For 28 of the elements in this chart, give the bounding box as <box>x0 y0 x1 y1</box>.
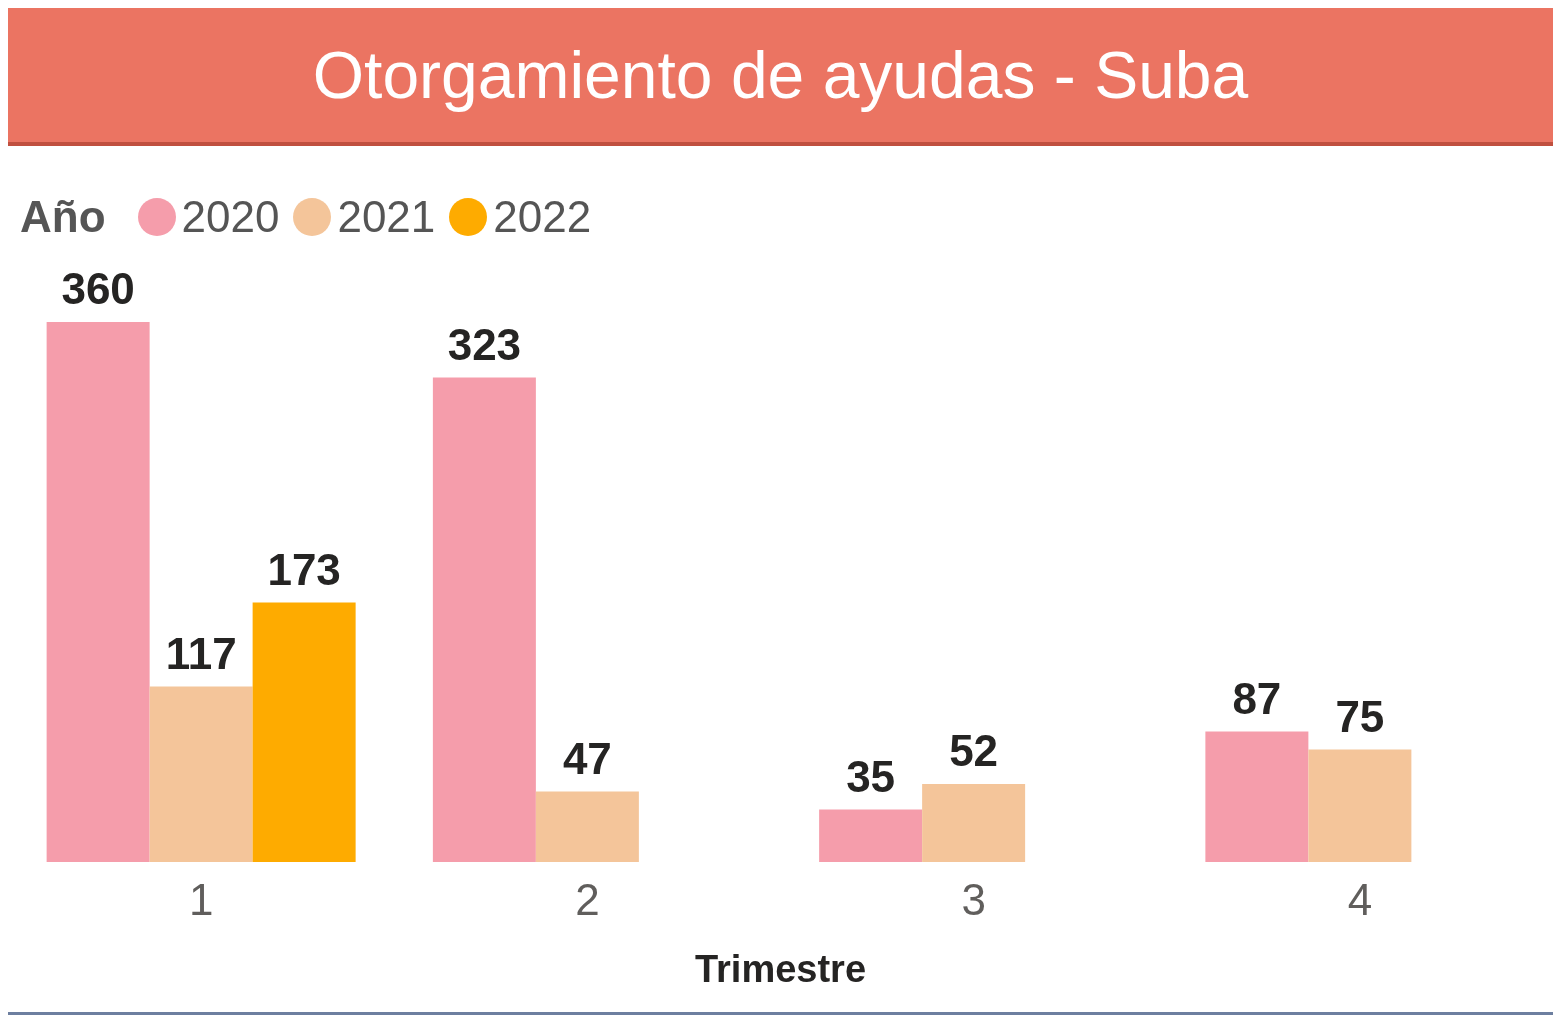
data-label: 35 <box>846 751 896 801</box>
data-label: 52 <box>949 726 999 775</box>
legend-label: 2020 <box>180 192 280 242</box>
data-label: 87 <box>1232 673 1282 723</box>
bar <box>432 377 536 862</box>
bar <box>1308 749 1412 862</box>
bar <box>252 602 356 862</box>
x-tick-label: 1 <box>188 875 214 925</box>
bar <box>149 686 253 862</box>
data-label: 360 <box>61 264 135 313</box>
bar <box>922 784 1026 862</box>
data-label: 47 <box>562 733 612 783</box>
x-tick-label: 4 <box>1347 875 1373 925</box>
bar <box>46 322 150 862</box>
legend-label: 2022 <box>492 192 592 242</box>
x-axis-title: Trimestre <box>694 948 867 990</box>
data-label: 323 <box>447 319 522 369</box>
data-label: 75 <box>1335 691 1385 741</box>
bar <box>819 809 923 862</box>
legend-title: Año <box>20 192 106 242</box>
x-tick-label: 2 <box>575 875 600 925</box>
bar <box>535 791 639 862</box>
data-label: 173 <box>267 544 341 594</box>
bar <box>1205 731 1309 862</box>
x-tick-label: 3 <box>961 875 986 925</box>
chart-title: Otorgamiento de ayudas - Suba <box>312 37 1249 113</box>
data-label: 117 <box>165 628 237 678</box>
legend-label: 2021 <box>336 192 436 242</box>
